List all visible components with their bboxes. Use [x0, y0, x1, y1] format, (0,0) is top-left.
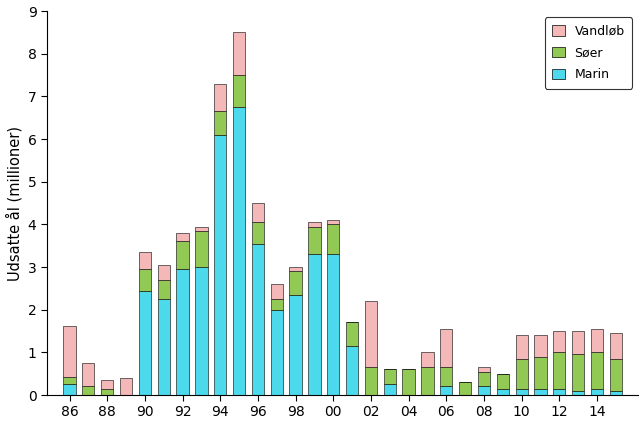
Bar [591, 352, 603, 388]
Bar [308, 254, 321, 395]
Bar [535, 388, 547, 395]
Bar [82, 386, 95, 395]
Bar [214, 135, 226, 395]
Bar [158, 299, 170, 395]
Y-axis label: Udsatte ål (millioner): Udsatte ål (millioner) [6, 125, 22, 280]
Bar [421, 367, 433, 395]
Bar [553, 388, 565, 395]
Bar [459, 382, 471, 395]
Bar [158, 280, 170, 299]
Bar [497, 374, 509, 388]
Bar [252, 203, 264, 222]
Bar [516, 359, 528, 388]
Bar [214, 111, 226, 135]
Bar [176, 241, 189, 269]
Bar [138, 269, 151, 291]
Bar [233, 75, 245, 107]
Bar [63, 326, 75, 377]
Bar [346, 323, 358, 346]
Bar [270, 299, 283, 310]
Bar [270, 310, 283, 395]
Bar [289, 267, 301, 271]
Bar [195, 231, 207, 267]
Legend: Vandløb, Søer, Marin: Vandløb, Søer, Marin [545, 17, 632, 89]
Bar [327, 220, 339, 224]
Bar [591, 329, 603, 352]
Bar [252, 222, 264, 244]
Bar [591, 388, 603, 395]
Bar [402, 369, 415, 395]
Bar [63, 377, 75, 383]
Bar [478, 367, 490, 371]
Bar [308, 222, 321, 227]
Bar [553, 352, 565, 388]
Bar [120, 378, 132, 395]
Bar [346, 346, 358, 395]
Bar [308, 227, 321, 254]
Bar [101, 388, 113, 395]
Bar [497, 388, 509, 395]
Bar [138, 252, 151, 269]
Bar [195, 267, 207, 395]
Bar [82, 363, 95, 386]
Bar [233, 107, 245, 395]
Bar [478, 386, 490, 395]
Bar [478, 371, 490, 386]
Bar [252, 244, 264, 395]
Bar [101, 380, 113, 388]
Bar [535, 335, 547, 357]
Bar [195, 227, 207, 231]
Bar [553, 331, 565, 352]
Bar [421, 352, 433, 367]
Bar [440, 329, 453, 367]
Bar [516, 388, 528, 395]
Bar [214, 84, 226, 111]
Bar [572, 391, 584, 395]
Bar [384, 368, 396, 383]
Bar [610, 359, 622, 391]
Bar [365, 367, 377, 395]
Bar [384, 383, 396, 395]
Bar [327, 254, 339, 395]
Bar [535, 357, 547, 388]
Bar [572, 331, 584, 354]
Bar [516, 335, 528, 359]
Bar [440, 367, 453, 386]
Bar [63, 383, 75, 395]
Bar [610, 333, 622, 359]
Bar [289, 271, 301, 295]
Bar [365, 301, 377, 367]
Bar [270, 284, 283, 299]
Bar [176, 233, 189, 241]
Bar [233, 32, 245, 75]
Bar [440, 386, 453, 395]
Bar [289, 295, 301, 395]
Bar [176, 269, 189, 395]
Bar [138, 291, 151, 395]
Bar [572, 354, 584, 391]
Bar [610, 391, 622, 395]
Bar [158, 265, 170, 280]
Bar [327, 224, 339, 254]
